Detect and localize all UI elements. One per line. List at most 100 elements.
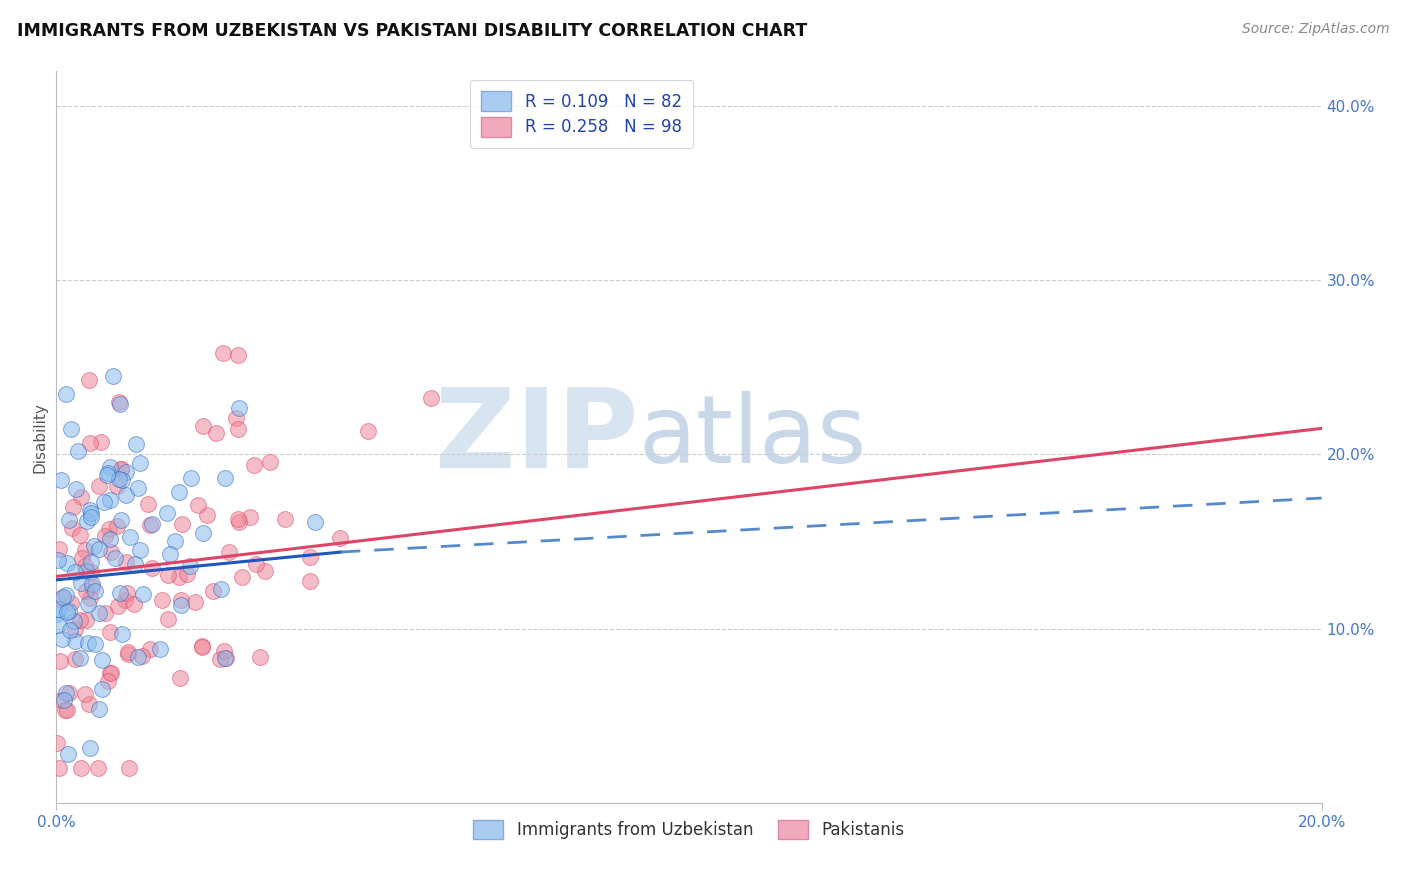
- Y-axis label: Disability: Disability: [32, 401, 48, 473]
- Point: [138, 497, 160, 511]
- Point: [111, 627, 134, 641]
- Point: [100, 665, 122, 680]
- Point: [107, 599, 129, 614]
- Point: [53, 703, 76, 717]
- Point: [55, 605, 77, 619]
- Point: [48, 541, 70, 556]
- Point: [80, 566, 103, 580]
- Point: [105, 519, 128, 533]
- Point: [226, 422, 249, 436]
- Point: [96, 467, 118, 482]
- Point: [274, 511, 297, 525]
- Point: [65, 566, 87, 580]
- Point: [63, 623, 86, 637]
- Point: [131, 587, 153, 601]
- Point: [115, 586, 138, 600]
- Point: [83, 637, 105, 651]
- Point: [156, 612, 179, 626]
- Point: [226, 512, 249, 526]
- Point: [91, 653, 114, 667]
- Point: [170, 598, 193, 612]
- Point: [245, 558, 267, 572]
- Point: [139, 518, 162, 533]
- Point: [60, 422, 83, 436]
- Point: [131, 648, 153, 663]
- Point: [94, 606, 117, 620]
- Point: [62, 500, 84, 515]
- Point: [80, 509, 103, 524]
- Point: [214, 643, 236, 657]
- Point: [249, 649, 271, 664]
- Point: [120, 530, 142, 544]
- Point: [299, 550, 322, 565]
- Point: [169, 671, 191, 685]
- Point: [108, 472, 131, 486]
- Point: [79, 591, 101, 606]
- Point: [111, 473, 134, 487]
- Point: [77, 697, 100, 711]
- Point: [70, 761, 93, 775]
- Point: [239, 510, 262, 524]
- Point: [100, 666, 122, 681]
- Point: [104, 551, 127, 566]
- Point: [179, 558, 201, 573]
- Point: [105, 479, 128, 493]
- Point: [100, 545, 122, 559]
- Point: [59, 623, 82, 637]
- Point: [183, 595, 205, 609]
- Point: [80, 506, 103, 520]
- Point: [187, 498, 209, 512]
- Point: [114, 593, 136, 607]
- Point: [167, 570, 190, 584]
- Point: [211, 346, 233, 360]
- Point: [215, 650, 238, 665]
- Point: [163, 534, 186, 549]
- Point: [129, 543, 152, 558]
- Point: [141, 516, 163, 531]
- Point: [159, 547, 181, 561]
- Point: [124, 558, 146, 572]
- Point: [80, 555, 103, 569]
- Point: [129, 456, 152, 470]
- Point: [98, 460, 121, 475]
- Point: [118, 761, 141, 775]
- Point: [83, 584, 105, 599]
- Point: [79, 503, 101, 517]
- Point: [228, 401, 250, 416]
- Point: [87, 542, 110, 557]
- Point: [63, 615, 86, 629]
- Point: [98, 624, 121, 639]
- Text: Source: ZipAtlas.com: Source: ZipAtlas.com: [1241, 22, 1389, 37]
- Point: [93, 495, 115, 509]
- Point: [83, 539, 105, 553]
- Point: [79, 740, 101, 755]
- Point: [201, 584, 224, 599]
- Point: [73, 558, 96, 573]
- Point: [45, 607, 67, 622]
- Point: [127, 481, 149, 495]
- Point: [117, 647, 139, 661]
- Point: [98, 492, 121, 507]
- Point: [98, 532, 121, 546]
- Point: [69, 650, 91, 665]
- Point: [214, 471, 236, 485]
- Point: [51, 473, 73, 487]
- Point: [115, 465, 138, 479]
- Point: [193, 525, 215, 540]
- Point: [97, 673, 120, 688]
- Text: ZIP: ZIP: [434, 384, 638, 491]
- Point: [46, 618, 69, 632]
- Point: [191, 640, 214, 655]
- Point: [191, 639, 214, 653]
- Point: [49, 654, 72, 668]
- Point: [208, 652, 231, 666]
- Point: [254, 564, 277, 578]
- Point: [97, 466, 120, 480]
- Point: [98, 522, 121, 536]
- Point: [218, 545, 240, 559]
- Point: [80, 577, 103, 591]
- Point: [209, 582, 232, 596]
- Point: [127, 650, 149, 665]
- Point: [87, 479, 110, 493]
- Point: [420, 391, 443, 405]
